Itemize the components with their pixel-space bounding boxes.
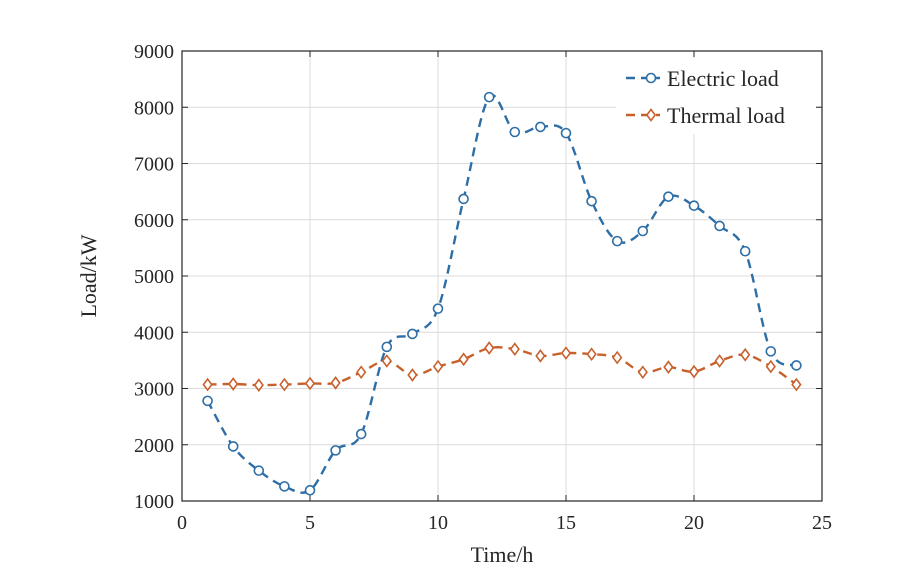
axis-ticks: 0 5 10 15 20 25 1000 2000 3000 4000 5000 6000 7000 80…: [134, 41, 832, 534]
data-point: [356, 365, 367, 380]
data-point: [637, 225, 649, 237]
y-tick-label: 7000: [134, 154, 174, 176]
series-line: [206, 94, 797, 494]
data-point: [458, 193, 469, 205]
data-point: [228, 377, 239, 391]
y-axis-label: Load/kW: [76, 234, 101, 317]
data-point: [612, 350, 623, 365]
data-point: [688, 364, 700, 379]
data-point: [407, 328, 418, 340]
data-point: [432, 303, 444, 314]
data-point: [535, 121, 546, 133]
data-point: [611, 235, 623, 247]
y-tick-label: 8000: [134, 97, 174, 119]
data-point: [279, 377, 290, 392]
data-point: [663, 191, 674, 202]
data-point: [714, 354, 725, 368]
data-point: [586, 347, 597, 362]
data-point: [253, 378, 264, 392]
data-point: [663, 360, 674, 374]
grid-lines: [182, 51, 822, 501]
data-point: [791, 377, 802, 392]
data-point: [586, 195, 597, 207]
x-tick-label: 20: [684, 512, 704, 534]
x-tick-label: 15: [556, 512, 576, 534]
legend-item: Electric load: [626, 66, 779, 91]
data-point: [202, 395, 213, 407]
data-point: [484, 341, 495, 355]
data-point: [304, 485, 316, 496]
data-point: [560, 127, 572, 139]
series-line: [207, 346, 798, 387]
y-tick-label: 5000: [134, 266, 174, 288]
series-electric-load: [202, 91, 802, 496]
data-point: [227, 441, 239, 452]
data-point: [407, 368, 418, 382]
data-point: [740, 347, 751, 362]
data-point: [560, 346, 572, 360]
data-point: [637, 365, 648, 380]
data-point: [765, 346, 777, 357]
legend-marker: [645, 108, 657, 122]
y-tick-label: 1000: [134, 491, 174, 513]
data-point: [458, 352, 469, 367]
y-tick-label: 9000: [134, 41, 174, 63]
y-tick-label: 6000: [134, 210, 174, 232]
data-point: [483, 91, 495, 103]
data-point: [202, 377, 213, 392]
y-tick-label: 3000: [134, 379, 174, 401]
data-point: [432, 359, 444, 374]
legend-label: Thermal load: [667, 103, 785, 128]
data-point: [765, 359, 776, 374]
data-point: [688, 200, 700, 211]
x-tick-label: 0: [177, 512, 187, 534]
x-tick-label: 10: [428, 512, 448, 534]
data-point: [381, 341, 393, 353]
data-point: [739, 245, 751, 257]
y-tick-label: 4000: [134, 322, 174, 344]
legend-label: Electric load: [667, 66, 779, 91]
x-tick-label: 5: [305, 512, 315, 534]
data-point: [330, 445, 341, 456]
data-point: [714, 220, 725, 232]
data-point: [253, 465, 265, 476]
x-tick-label: 25: [812, 512, 832, 534]
data-point: [381, 354, 392, 368]
data-point: [509, 126, 521, 138]
series-layer: [202, 91, 802, 496]
x-axis-label: Time/h: [471, 542, 534, 567]
data-point: [304, 376, 316, 391]
data-point: [330, 376, 341, 390]
data-point: [535, 349, 546, 363]
legend-item: Thermal load: [626, 103, 785, 128]
series-thermal-load: [202, 341, 802, 392]
data-point: [279, 481, 290, 492]
data-point: [509, 342, 520, 356]
legend-marker: [645, 72, 657, 84]
legend: Electric load Thermal load: [616, 58, 816, 134]
data-point: [355, 428, 367, 440]
data-point: [791, 360, 802, 371]
y-tick-label: 2000: [134, 435, 174, 457]
legend-box: [616, 58, 816, 134]
